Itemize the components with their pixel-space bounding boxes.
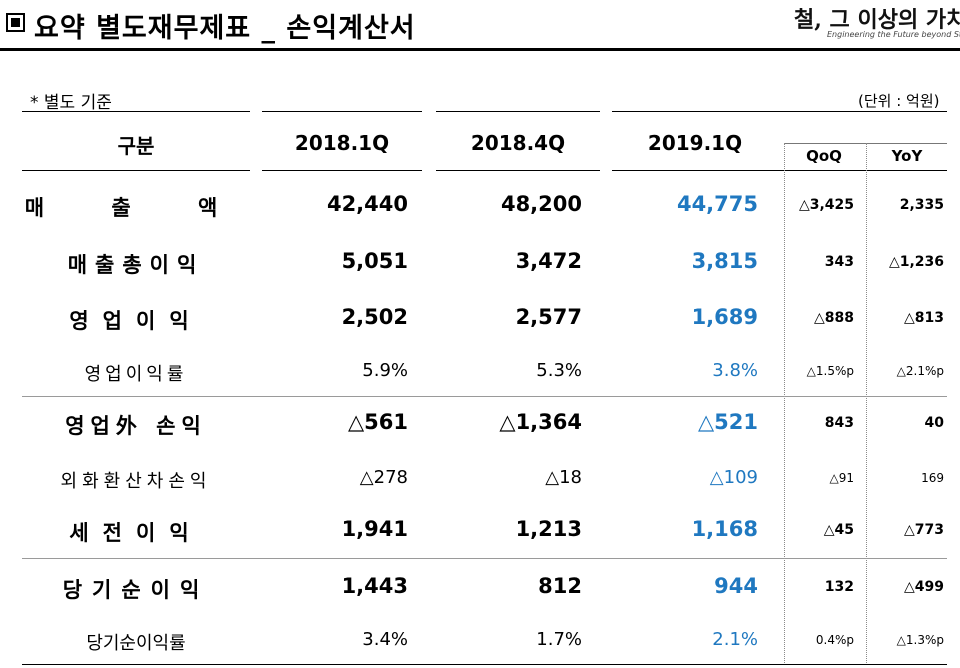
company-slogan-logo: 철, 그 이상의 가치창조 bbox=[794, 7, 960, 33]
unit-note: (단위 : 억원) bbox=[858, 92, 940, 110]
column-header-item: 구분 bbox=[117, 134, 155, 158]
value-2018-1q: 3.4% bbox=[362, 629, 408, 650]
header-bottom-rule-p3 bbox=[612, 170, 947, 171]
row-label: 외화환산차손익 bbox=[60, 471, 212, 492]
row-label: 영업이익률 bbox=[84, 364, 188, 385]
table-bottom-rule bbox=[22, 664, 947, 665]
value-yoy: △1,236 bbox=[888, 254, 944, 270]
basis-note: * 별도 기준 bbox=[30, 93, 112, 113]
value-2018-1q: △278 bbox=[359, 467, 408, 488]
value-2018-4q: 3,472 bbox=[515, 249, 582, 273]
value-qoq: 843 bbox=[824, 415, 854, 431]
value-qoq: △91 bbox=[829, 471, 855, 485]
group-divider-1 bbox=[22, 396, 947, 397]
value-qoq: 343 bbox=[824, 254, 854, 270]
value-qoq: △45 bbox=[823, 522, 854, 538]
value-qoq: △1.5%p bbox=[806, 364, 854, 378]
table-top-rule-p1 bbox=[262, 111, 422, 112]
group-divider-2 bbox=[22, 558, 947, 559]
column-header-qoq: QoQ bbox=[806, 147, 842, 165]
row-label: 영업外 손익 bbox=[65, 414, 207, 438]
value-2019-1q: 44,775 bbox=[676, 192, 758, 216]
value-yoy: 40 bbox=[924, 415, 944, 431]
value-2018-1q: 2,502 bbox=[341, 305, 408, 329]
column-header-yoy: YoY bbox=[891, 147, 923, 165]
row-label: 영업이익 bbox=[69, 309, 203, 333]
company-slogan-english: Engineering the Future beyond Ste bbox=[827, 30, 960, 39]
column-header-2018-1q: 2018.1Q bbox=[294, 131, 390, 155]
header-divider bbox=[0, 48, 960, 51]
value-2019-1q: △521 bbox=[698, 410, 758, 434]
slide-header: 요약 별도재무제표 _ 손익계산서 철, 그 이상의 가치창조 Engineer… bbox=[0, 0, 960, 51]
value-2018-4q: △18 bbox=[545, 467, 582, 488]
row-label: 당기순이익률 bbox=[86, 633, 186, 654]
value-2018-4q: 812 bbox=[538, 574, 582, 598]
table-top-rule-item bbox=[22, 111, 250, 112]
value-yoy: 169 bbox=[921, 471, 944, 485]
value-2019-1q: 2.1% bbox=[712, 629, 758, 650]
value-2019-1q: 1,689 bbox=[691, 305, 758, 329]
page-title: 요약 별도재무제표 _ 손익계산서 bbox=[34, 13, 416, 44]
value-2018-4q: 1.7% bbox=[536, 629, 582, 650]
value-qoq: 0.4%p bbox=[815, 633, 854, 647]
value-2018-1q: 5,051 bbox=[341, 249, 408, 273]
value-yoy: △773 bbox=[904, 522, 944, 538]
value-qoq: △888 bbox=[814, 310, 854, 326]
value-yoy: △1.3%p bbox=[896, 633, 944, 647]
value-2018-1q: 5.9% bbox=[362, 360, 408, 381]
value-qoq: 132 bbox=[824, 579, 854, 595]
row-label: 세전이익 bbox=[69, 521, 203, 545]
value-2018-4q: 5.3% bbox=[536, 360, 582, 381]
value-2019-1q: 3.8% bbox=[712, 360, 758, 381]
value-2019-1q: 3,815 bbox=[691, 249, 758, 273]
value-2019-1q: 1,168 bbox=[691, 517, 758, 541]
header-bottom-rule-p1 bbox=[262, 170, 422, 171]
value-2018-4q: △1,364 bbox=[499, 410, 582, 434]
value-2018-4q: 2,577 bbox=[515, 305, 582, 329]
row-label: 매출총이익 bbox=[67, 253, 205, 277]
value-yoy: △813 bbox=[904, 310, 944, 326]
header-bottom-rule-p2 bbox=[436, 170, 600, 171]
row-label: 매 출 액 bbox=[24, 196, 248, 220]
column-header-2019-1q: 2019.1Q bbox=[647, 131, 743, 155]
table-top-rule-p2 bbox=[436, 111, 600, 112]
square-bullet-icon bbox=[6, 13, 25, 32]
value-yoy: △499 bbox=[904, 579, 944, 595]
diff-header-rule bbox=[784, 143, 947, 144]
value-2018-4q: 48,200 bbox=[500, 192, 582, 216]
value-yoy: △2.1%p bbox=[896, 364, 944, 378]
value-qoq: △3,425 bbox=[798, 197, 854, 213]
table-top-rule-p3 bbox=[612, 111, 947, 112]
value-2018-1q: 1,443 bbox=[341, 574, 408, 598]
value-2019-1q: 944 bbox=[714, 574, 758, 598]
qoq-left-divider bbox=[784, 143, 785, 665]
value-2018-1q: 1,941 bbox=[341, 517, 408, 541]
value-2018-4q: 1,213 bbox=[515, 517, 582, 541]
value-yoy: 2,335 bbox=[899, 197, 944, 213]
yoy-left-divider bbox=[866, 143, 867, 665]
header-bottom-rule-item bbox=[22, 170, 250, 171]
value-2018-1q: 42,440 bbox=[326, 192, 408, 216]
value-2019-1q: △109 bbox=[709, 467, 758, 488]
value-2018-1q: △561 bbox=[348, 410, 408, 434]
column-header-2018-4q: 2018.4Q bbox=[470, 131, 566, 155]
row-label: 당기순이익 bbox=[62, 578, 210, 602]
